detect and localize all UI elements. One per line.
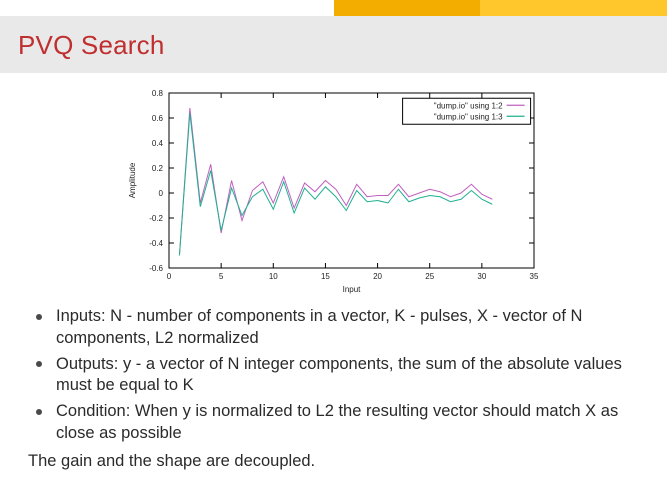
svg-text:15: 15 [320,272,329,281]
bullet-item: Condition: When y is normalized to L2 th… [50,401,639,445]
svg-text:0.8: 0.8 [151,89,163,98]
svg-text:-0.6: -0.6 [149,264,163,273]
svg-text:Input: Input [342,285,361,294]
topbar-seg-mid [334,0,481,16]
svg-text:5: 5 [218,272,223,281]
svg-text:35: 35 [529,272,538,281]
svg-text:0.4: 0.4 [151,139,163,148]
top-color-bar [0,0,667,16]
svg-text:0.6: 0.6 [151,114,163,123]
svg-text:30: 30 [477,272,486,281]
topbar-seg-right [480,0,667,16]
svg-text:"dump.io" using 1:2: "dump.io" using 1:2 [433,101,502,110]
topbar-seg-left [0,0,334,16]
slide-body: Inputs: N - number of components in a ve… [0,298,667,472]
title-bar: PVQ Search [0,16,667,73]
svg-text:-0.4: -0.4 [149,239,163,248]
pvq-chart: -0.6 -0.4 -0.2 0 0.2 0.4 0.6 0.8 0 5 10 15 20 25 30 35 I… [114,81,554,296]
svg-text:0: 0 [166,272,171,281]
svg-text:Amplitude: Amplitude [128,162,137,198]
slide-title: PVQ Search [18,30,649,61]
svg-text:"dump.io" using 1:3: "dump.io" using 1:3 [433,112,502,121]
bullet-item: Inputs: N - number of components in a ve… [50,306,639,350]
footer-text: The gain and the shape are decoupled. [28,451,639,473]
svg-text:10: 10 [268,272,277,281]
svg-text:25: 25 [425,272,434,281]
svg-text:0: 0 [158,189,163,198]
chart-container: -0.6 -0.4 -0.2 0 0.2 0.4 0.6 0.8 0 5 10 15 20 25 30 35 I… [0,73,667,298]
svg-text:-0.2: -0.2 [149,214,163,223]
svg-text:20: 20 [373,272,382,281]
svg-text:0.2: 0.2 [151,164,163,173]
bullet-list: Inputs: N - number of components in a ve… [28,306,639,445]
bullet-item: Outputs: y - a vector of N integer compo… [50,354,639,398]
